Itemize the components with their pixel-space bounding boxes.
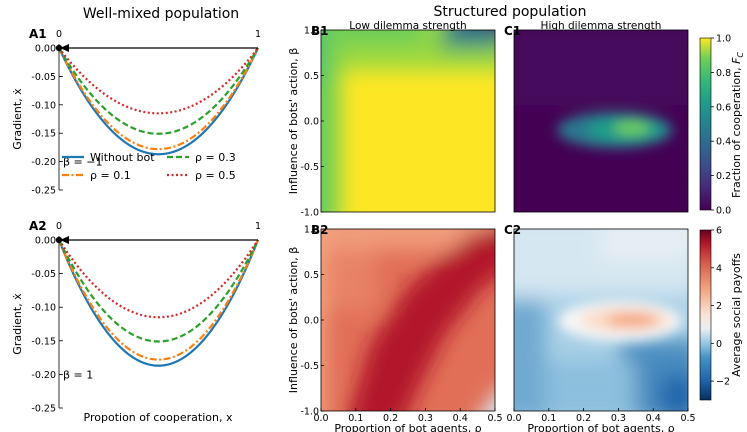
y-tick-label: -0.20 xyxy=(31,370,56,381)
heatmap-title: Low dilemma strength xyxy=(349,20,466,32)
y-tick-label: -1.0 xyxy=(300,208,319,219)
y-tick-label: 0.0 xyxy=(304,316,319,327)
x-tick-label: 0.5 xyxy=(680,413,695,424)
y-axis-label: Gradient, ẋ xyxy=(11,88,24,150)
y-tick-label: -0.25 xyxy=(31,186,56,197)
beta-annotation: β = −1 xyxy=(63,156,102,169)
panel-a1: 0.00 -0.05 -0.10 -0.15 -0.20 -0.25 0 1 A1 Gradien… xyxy=(11,27,261,197)
y-tick-label: 1.0 xyxy=(304,225,319,236)
y-tick-label: -0.15 xyxy=(31,336,56,347)
heatmap-b1 xyxy=(320,29,496,213)
y-tick-label: -0.5 xyxy=(300,162,319,173)
colorbar-tick-label: 6 xyxy=(716,226,722,237)
heatmap-c2 xyxy=(513,228,689,412)
panel-label: A2 xyxy=(29,219,47,233)
fixed-point-0 xyxy=(55,44,63,52)
y-tick-label: 0.5 xyxy=(304,71,319,82)
x-axis-label: Proportion of bot agents, ρ xyxy=(527,422,674,432)
panel-label: B2 xyxy=(311,223,329,237)
x-tick-label: 0.1 xyxy=(541,413,556,424)
panel-a2: 0.00 -0.05 -0.10 -0.15 -0.20 -0.25 0 1 A2 Gradien… xyxy=(11,219,261,424)
y-tick-label: -0.25 xyxy=(31,404,56,415)
colorbar-2-label: Average social payoffs xyxy=(730,253,743,377)
series-line xyxy=(58,47,259,115)
y-tick-label: 0.00 xyxy=(35,44,56,55)
top-label-1: 1 xyxy=(255,29,261,40)
x-tick-label: 0.4 xyxy=(453,413,468,424)
colorbar-tick-label: 4 xyxy=(716,263,722,274)
y-tick-label: -1.0 xyxy=(300,407,319,418)
top-label-0: 0 xyxy=(56,221,62,232)
colorbar-1-label: Fraction of cooperation, FC xyxy=(730,52,745,198)
series-line xyxy=(58,47,259,135)
y-tick-label: 0.5 xyxy=(304,270,319,281)
x-axis-label: Proportion of bot agents, ρ xyxy=(334,422,481,432)
y-axis-label: Influence of bots' action, β xyxy=(287,247,300,393)
y-axis-label: Influence of bots' action, β xyxy=(287,48,300,194)
panel-label: B1 xyxy=(311,24,329,38)
legend-entry: ρ = 0.1 xyxy=(90,169,131,182)
heatmap-c1 xyxy=(513,29,689,213)
x-tick-label: 0.2 xyxy=(383,413,398,424)
x-tick-label: 0.3 xyxy=(611,413,626,424)
colorbar-rdbu: 6 4 2 0 −2 Average social payoffs xyxy=(699,226,743,401)
legend-entry: ρ = 0.3 xyxy=(195,151,236,164)
y-axis-label: Gradient, ẋ xyxy=(11,293,24,355)
flow-arrowhead xyxy=(60,236,69,244)
y-tick-label: -0.05 xyxy=(31,269,56,280)
x-tick-label: 0.5 xyxy=(487,413,502,424)
series-line xyxy=(57,239,260,367)
colorbar-tick-label: −2 xyxy=(716,377,730,388)
colorbar-tick-label: 0.4 xyxy=(716,137,731,148)
panel-label: C1 xyxy=(504,24,521,38)
fixed-point-0 xyxy=(55,236,63,244)
colorbar-tick-label: 0.6 xyxy=(716,102,731,113)
x-axis-label: Propotion of cooperation, x xyxy=(84,411,233,424)
series-line xyxy=(58,239,259,319)
colorbar-tick-label: 0.2 xyxy=(716,171,731,182)
x-tick-label: 0.3 xyxy=(418,413,433,424)
beta-annotation: β = 1 xyxy=(63,368,93,381)
series-line xyxy=(57,239,260,361)
panel-label: A1 xyxy=(29,27,47,41)
y-tick-label: 0.00 xyxy=(35,236,56,247)
x-tick-label: 0.0 xyxy=(506,413,521,424)
right-title: Structured population xyxy=(434,4,587,20)
colorbar-viridis: 0.0 0.2 0.4 0.6 0.8 1.0 Fraction of cooperati… xyxy=(699,34,745,217)
y-tick-label: -0.15 xyxy=(31,129,56,140)
x-tick-label: 0.1 xyxy=(348,413,363,424)
y-tick-label: 0.0 xyxy=(304,117,319,128)
heatmap-title: High dilemma strength xyxy=(541,20,662,32)
flow-arrowhead xyxy=(60,44,69,52)
heatmap-b2 xyxy=(320,228,496,412)
colorbar-tick-label: 0 xyxy=(716,339,722,350)
legend-entry: ρ = 0.5 xyxy=(195,169,236,182)
y-tick-label: 1.0 xyxy=(304,26,319,37)
y-tick-label: -0.05 xyxy=(31,72,56,83)
top-label-0: 0 xyxy=(56,29,62,40)
colorbar-tick-label: 0.8 xyxy=(716,68,731,79)
y-tick-label: -0.20 xyxy=(31,157,56,168)
colorbar-tick-label: 0.0 xyxy=(716,206,731,217)
x-tick-label: 0.4 xyxy=(646,413,661,424)
y-tick-label: -0.10 xyxy=(31,100,56,111)
y-tick-label: -0.10 xyxy=(31,303,56,314)
series-line xyxy=(58,239,259,343)
legend-entry: Without bot xyxy=(90,151,155,164)
x-tick-label: 0.0 xyxy=(313,413,328,424)
series-line xyxy=(58,47,259,156)
top-label-1: 1 xyxy=(255,221,261,232)
y-tick-label: -0.5 xyxy=(300,361,319,372)
colorbar-tick-label: 2 xyxy=(716,301,722,312)
left-title: Well-mixed population xyxy=(83,6,239,22)
panel-label: C2 xyxy=(504,223,521,237)
colorbar-tick-label: 1.0 xyxy=(716,34,731,45)
x-tick-label: 0.2 xyxy=(576,413,591,424)
